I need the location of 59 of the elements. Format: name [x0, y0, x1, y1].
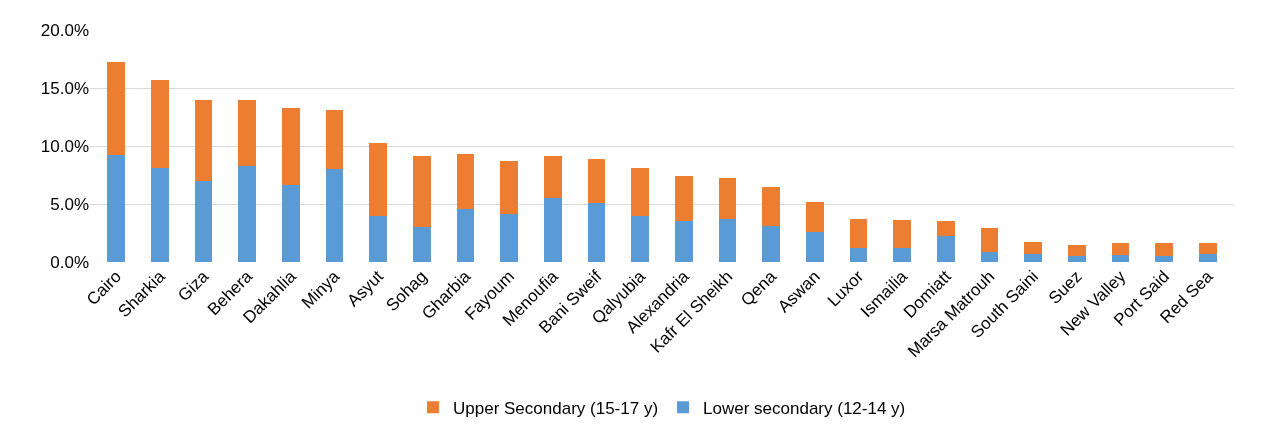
y-tick-label: 15.0% [40, 78, 89, 98]
bar [413, 156, 431, 228]
bar [107, 62, 125, 156]
legend-label: Lower secondary (12-14 y) [703, 398, 906, 418]
bar [369, 142, 387, 216]
bar [937, 221, 955, 237]
bar [762, 226, 780, 262]
bar [1155, 256, 1173, 262]
bar [587, 158, 606, 203]
bar [500, 214, 518, 262]
bar [1068, 256, 1086, 262]
y-tick-label: 5.0% [50, 194, 89, 214]
bar [413, 227, 431, 262]
y-tick-label: 20.0% [40, 20, 89, 40]
bar [369, 215, 387, 262]
legend-label: Upper Secondary (15-17 y) [453, 398, 659, 418]
bar [937, 236, 955, 262]
bar [1111, 243, 1130, 256]
bar [238, 165, 256, 262]
bar [806, 231, 824, 262]
bar [151, 168, 169, 262]
y-tick-label: 0.0% [50, 252, 89, 272]
bar [587, 202, 606, 262]
bar [849, 248, 868, 262]
bar [500, 161, 518, 215]
bar [1068, 244, 1086, 257]
bar [849, 219, 868, 249]
bar [194, 180, 213, 262]
bar [718, 219, 737, 262]
bar [806, 201, 824, 232]
bar [718, 178, 737, 220]
bar [544, 156, 562, 199]
bar [893, 220, 911, 249]
bar [631, 215, 649, 262]
bar [1111, 255, 1130, 262]
bar [631, 168, 649, 216]
bar [194, 99, 213, 181]
bar [325, 110, 344, 170]
bar [675, 176, 693, 222]
bar [893, 248, 911, 262]
bar [282, 107, 300, 186]
bar [762, 186, 780, 227]
bar [1024, 242, 1042, 254]
bar [107, 155, 125, 262]
y-tick-label: 10.0% [40, 136, 89, 156]
bar [1155, 243, 1173, 257]
bar [151, 79, 169, 169]
bar [980, 228, 999, 252]
bar [1024, 253, 1042, 262]
bar [980, 251, 999, 262]
bar [238, 99, 256, 166]
bar [1199, 243, 1217, 254]
bar [282, 185, 300, 262]
bar [675, 221, 693, 262]
bar [544, 198, 562, 262]
bar [1199, 253, 1217, 262]
bar [325, 169, 344, 262]
bar [456, 154, 475, 209]
bar [456, 208, 475, 262]
